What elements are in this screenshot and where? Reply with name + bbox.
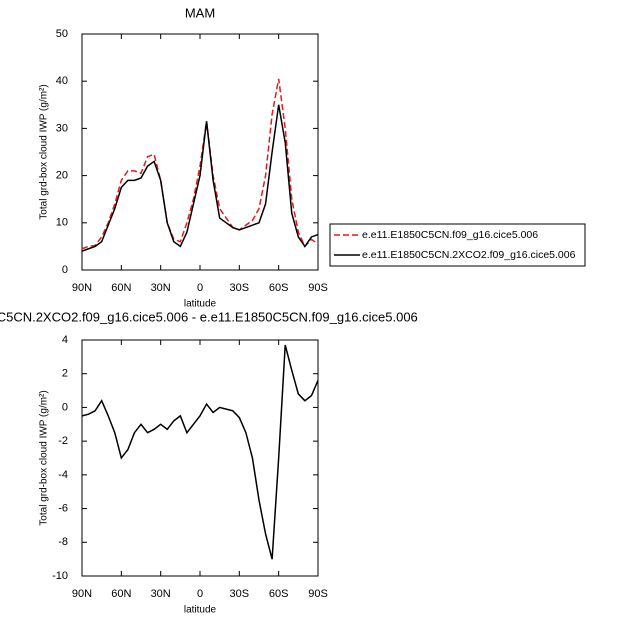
y-tick-label: -2 <box>58 435 68 447</box>
x-tick-label: 30S <box>230 588 250 600</box>
x-tick-label: 90N <box>72 282 92 294</box>
series-line <box>81 78 319 250</box>
y-tick-label: 40 <box>56 75 68 87</box>
x-tick-label: 0 <box>197 588 203 600</box>
plot-frame <box>81 33 319 271</box>
y-axis-label: Total grd-box cloud IWP (g/m²) <box>39 84 50 219</box>
x-tick-label: 30N <box>151 588 171 600</box>
y-tick-label: -8 <box>58 536 68 548</box>
x-axis-label: latitude <box>184 605 217 616</box>
y-tick-label: 2 <box>62 368 68 380</box>
y-tick-label: 0 <box>62 401 68 413</box>
y-tick-label: -10 <box>52 570 68 582</box>
x-tick-label: 60S <box>269 282 289 294</box>
y-tick-label: 10 <box>56 217 68 229</box>
x-tick-label: 30N <box>151 282 171 294</box>
plot-frame <box>81 339 319 577</box>
legend-label: e.e11.E1850C5CN.f09_g16.cice5.006 <box>362 229 538 241</box>
legend-box <box>329 223 586 267</box>
y-tick-label: -4 <box>58 469 68 481</box>
legend-label: e.e11.E1850C5CN.2XCO2.f09_g16.cice5.006 <box>362 249 576 261</box>
x-tick-label: 60N <box>111 588 131 600</box>
y-tick-label: 50 <box>56 28 68 40</box>
x-tick-label: 60N <box>111 282 131 294</box>
x-tick-label: 60S <box>269 588 289 600</box>
chart-title: 50C5CN.2XCO2.f09_g16.cice5.006 - e.e11.E… <box>0 309 418 324</box>
y-tick-label: -6 <box>58 502 68 514</box>
series-line <box>81 344 319 560</box>
y-tick-label: 30 <box>56 122 68 134</box>
y-tick-label: 4 <box>62 334 68 346</box>
x-tick-label: 0 <box>197 282 203 294</box>
x-tick-label: 90S <box>308 588 328 600</box>
chart-title: MAM <box>185 5 215 20</box>
x-tick-label: 90N <box>72 588 92 600</box>
y-axis-label: Total grd-box cloud IWP (g/m²) <box>39 390 50 525</box>
x-axis-label: latitude <box>184 299 217 310</box>
x-tick-label: 30S <box>230 282 250 294</box>
y-tick-label: 20 <box>56 170 68 182</box>
y-tick-label: 0 <box>62 264 68 276</box>
x-tick-label: 90S <box>308 282 328 294</box>
series-line <box>81 104 319 252</box>
